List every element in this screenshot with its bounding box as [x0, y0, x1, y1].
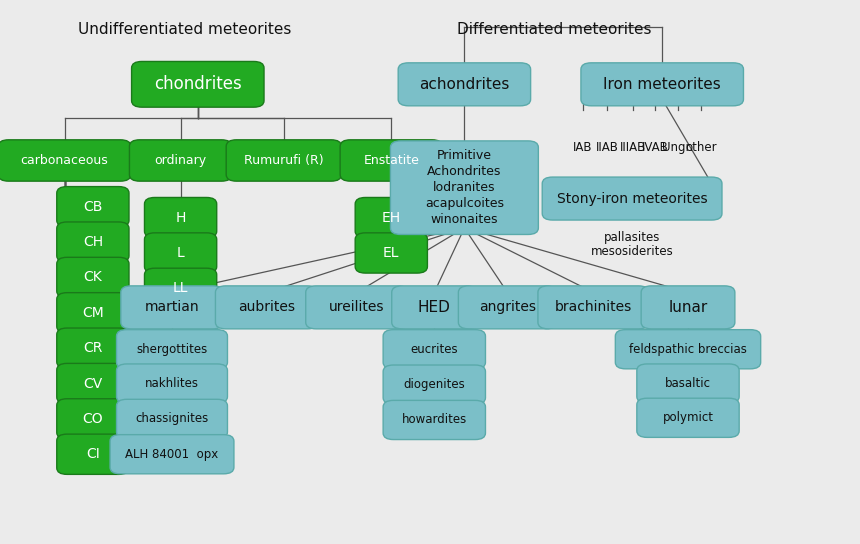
FancyBboxPatch shape — [57, 257, 129, 298]
FancyBboxPatch shape — [117, 330, 227, 369]
Text: chondrites: chondrites — [154, 75, 242, 94]
Text: IIAB: IIAB — [596, 141, 618, 154]
Text: basaltic: basaltic — [665, 377, 711, 390]
Text: CK: CK — [83, 270, 102, 285]
FancyBboxPatch shape — [129, 140, 231, 181]
Text: Differentiated meteorites: Differentiated meteorites — [458, 22, 652, 37]
Text: mesosiderites: mesosiderites — [591, 245, 673, 258]
Text: HED: HED — [418, 300, 451, 315]
Text: LL: LL — [173, 281, 188, 295]
Text: achondrites: achondrites — [419, 77, 510, 92]
FancyBboxPatch shape — [57, 293, 129, 333]
FancyBboxPatch shape — [305, 286, 408, 329]
FancyBboxPatch shape — [340, 140, 442, 181]
FancyBboxPatch shape — [57, 328, 129, 368]
FancyBboxPatch shape — [57, 363, 129, 404]
Text: Rumurufi (R): Rumurufi (R) — [244, 154, 323, 167]
FancyBboxPatch shape — [144, 268, 217, 308]
Text: chassignites: chassignites — [135, 412, 209, 425]
Text: EH: EH — [382, 211, 401, 225]
FancyBboxPatch shape — [384, 330, 485, 369]
FancyBboxPatch shape — [144, 233, 217, 273]
Text: Undifferentiated meteorites: Undifferentiated meteorites — [78, 22, 292, 37]
FancyBboxPatch shape — [398, 63, 531, 106]
Text: H: H — [175, 211, 186, 225]
FancyBboxPatch shape — [117, 364, 227, 403]
Text: Iron meteorites: Iron meteorites — [604, 77, 721, 92]
FancyBboxPatch shape — [355, 233, 427, 273]
FancyBboxPatch shape — [0, 140, 131, 181]
FancyBboxPatch shape — [120, 286, 224, 329]
FancyBboxPatch shape — [226, 140, 341, 181]
FancyBboxPatch shape — [384, 365, 485, 404]
Text: martian: martian — [144, 300, 200, 314]
FancyBboxPatch shape — [110, 435, 234, 474]
FancyBboxPatch shape — [57, 187, 129, 227]
Text: polymict: polymict — [662, 411, 714, 424]
Text: L: L — [176, 246, 185, 260]
FancyBboxPatch shape — [538, 286, 648, 329]
Text: lunar: lunar — [668, 300, 708, 315]
Text: eucrites: eucrites — [410, 343, 458, 356]
Text: ureilites: ureilites — [329, 300, 384, 314]
FancyBboxPatch shape — [132, 61, 264, 107]
Text: Stony-iron meteorites: Stony-iron meteorites — [556, 191, 708, 206]
Text: Primitive
Achondrites
lodranites
acapulcoites
winonaites: Primitive Achondrites lodranites acapulc… — [425, 149, 504, 226]
Text: CO: CO — [83, 412, 103, 426]
Text: shergottites: shergottites — [137, 343, 207, 356]
Text: brachinites: brachinites — [555, 300, 632, 314]
FancyBboxPatch shape — [392, 286, 476, 329]
FancyBboxPatch shape — [641, 286, 734, 329]
FancyBboxPatch shape — [636, 398, 740, 437]
Text: CI: CI — [86, 447, 100, 461]
FancyBboxPatch shape — [57, 399, 129, 439]
Text: IVAB: IVAB — [642, 141, 669, 154]
Text: CR: CR — [83, 341, 102, 355]
FancyBboxPatch shape — [580, 63, 743, 106]
Text: CB: CB — [83, 200, 102, 214]
Text: CM: CM — [82, 306, 104, 320]
FancyBboxPatch shape — [542, 177, 722, 220]
Text: carbonaceous: carbonaceous — [21, 154, 108, 167]
FancyBboxPatch shape — [117, 399, 227, 438]
Text: diogenites: diogenites — [403, 378, 465, 391]
FancyBboxPatch shape — [355, 197, 427, 238]
Text: Enstatite: Enstatite — [364, 154, 419, 167]
Text: ordinary: ordinary — [155, 154, 206, 167]
FancyBboxPatch shape — [616, 330, 761, 369]
Text: ALH 84001  opx: ALH 84001 opx — [126, 448, 218, 461]
Text: feldspathic breccias: feldspathic breccias — [629, 343, 747, 356]
Text: nakhlites: nakhlites — [145, 377, 199, 390]
FancyBboxPatch shape — [57, 434, 129, 474]
Text: other: other — [685, 141, 716, 154]
Text: IIIAB: IIIAB — [620, 141, 646, 154]
Text: IAB: IAB — [574, 141, 593, 154]
Text: aubrites: aubrites — [238, 300, 295, 314]
Text: angrites: angrites — [479, 300, 536, 314]
Text: EL: EL — [383, 246, 400, 260]
FancyBboxPatch shape — [384, 400, 485, 440]
FancyBboxPatch shape — [57, 222, 129, 262]
FancyBboxPatch shape — [390, 141, 538, 234]
Text: howardites: howardites — [402, 413, 467, 426]
FancyBboxPatch shape — [215, 286, 318, 329]
FancyBboxPatch shape — [458, 286, 556, 329]
Text: CV: CV — [83, 376, 102, 391]
Text: CH: CH — [83, 235, 103, 249]
FancyBboxPatch shape — [144, 197, 217, 238]
Text: pallasites: pallasites — [604, 231, 660, 244]
FancyBboxPatch shape — [636, 364, 740, 403]
Text: Ungr.: Ungr. — [662, 141, 693, 154]
